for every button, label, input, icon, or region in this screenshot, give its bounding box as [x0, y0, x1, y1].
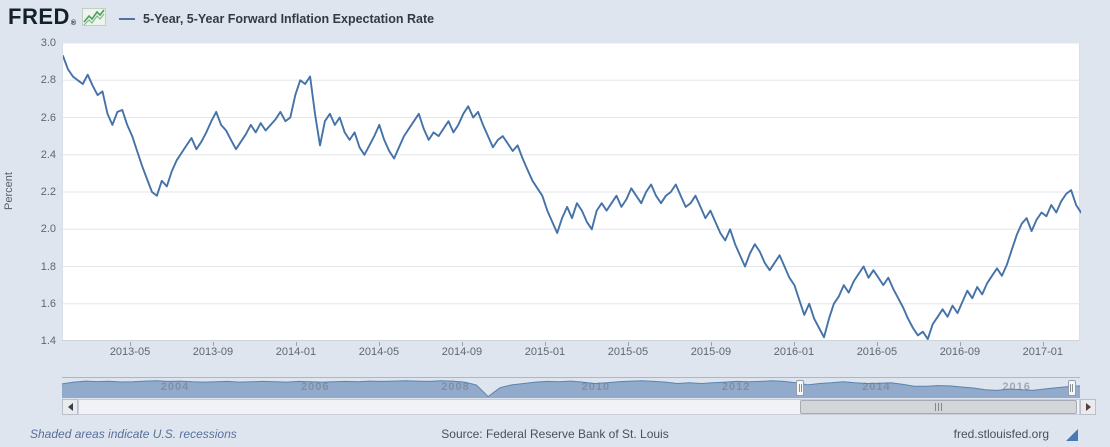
sparkline-icon [81, 8, 106, 26]
x-tick-mark [130, 342, 131, 346]
inflation-rate-line-chart [63, 43, 1081, 341]
y-tick-label: 2.0 [40, 223, 56, 236]
x-tick-label: 2016-05 [856, 346, 898, 358]
legend-line-swatch [119, 18, 135, 20]
range-navigator[interactable]: 2004 2006 2008 2010 2012 2014 2016 [62, 377, 1080, 398]
site-link[interactable]: fred.stlouisfed.org [953, 427, 1049, 441]
y-tick-label: 1.4 [40, 335, 56, 347]
y-tick-label: 1.8 [40, 260, 56, 273]
x-tick-label: 2014-05 [358, 346, 400, 358]
source-text: Source: Federal Reserve Bank of St. Loui… [441, 427, 669, 441]
x-tick-label: 2016-09 [939, 346, 981, 358]
scrollbar-thumb[interactable] [799, 400, 1077, 414]
x-tick-mark [876, 342, 878, 346]
x-tick-label: 2013-09 [192, 346, 234, 358]
x-tick-label: 2014-01 [275, 346, 317, 358]
scrollbar-left-arrow-button[interactable] [62, 399, 78, 415]
x-tick-mark [212, 342, 214, 346]
y-tick-label: 2.6 [40, 111, 56, 124]
y-tick-label: 2.4 [40, 148, 56, 161]
navigator-right-handle[interactable] [1067, 380, 1076, 396]
main-plot-area[interactable] [62, 43, 1081, 341]
x-tick-mark [295, 342, 297, 346]
y-tick-label: 2.8 [40, 74, 56, 87]
y-tick-label: 3.0 [40, 37, 56, 49]
navigator-area-chart [62, 380, 1080, 398]
x-tick-mark [710, 342, 712, 346]
x-tick-mark [627, 342, 629, 346]
x-tick-mark [793, 342, 795, 346]
left-arrow-icon [67, 403, 73, 411]
x-tick-label: 2016-01 [773, 346, 815, 358]
x-tick-label: 2017-01 [1022, 346, 1064, 358]
y-axis-title: Percent [3, 172, 15, 210]
x-tick-mark [461, 342, 463, 346]
fred-logo-text: FRED [8, 4, 70, 29]
x-tick-label: 2015-09 [690, 346, 732, 358]
x-tick-mark [378, 342, 380, 346]
range-scrollbar [62, 399, 1096, 415]
right-arrow-icon [1085, 403, 1091, 411]
scrollbar-track[interactable] [78, 399, 1080, 415]
legend-series-label[interactable]: 5-Year, 5-Year Forward Inflation Expecta… [143, 12, 435, 26]
chart-legend: 5-Year, 5-Year Forward Inflation Expecta… [119, 12, 434, 26]
recessions-note: Shaded areas indicate U.S. recessions [30, 427, 237, 441]
x-tick-mark [1042, 342, 1044, 346]
x-tick-label: 2015-01 [524, 346, 566, 358]
y-tick-label: 1.6 [40, 297, 56, 310]
x-tick-label: 2013-05 [109, 346, 151, 358]
x-tick-mark [544, 342, 546, 346]
x-tick-label: 2014-09 [441, 346, 483, 358]
fred-logo[interactable]: FRED ® [8, 4, 106, 30]
registered-mark: ® [70, 20, 77, 27]
scrollbar-right-arrow-button[interactable] [1080, 399, 1096, 415]
navigator-left-handle[interactable] [796, 380, 805, 396]
y-tick-label: 2.2 [40, 186, 56, 198]
x-tick-label: 2015-05 [607, 346, 649, 358]
fred-corner-flag-icon [1066, 429, 1078, 441]
x-tick-mark [959, 342, 961, 346]
